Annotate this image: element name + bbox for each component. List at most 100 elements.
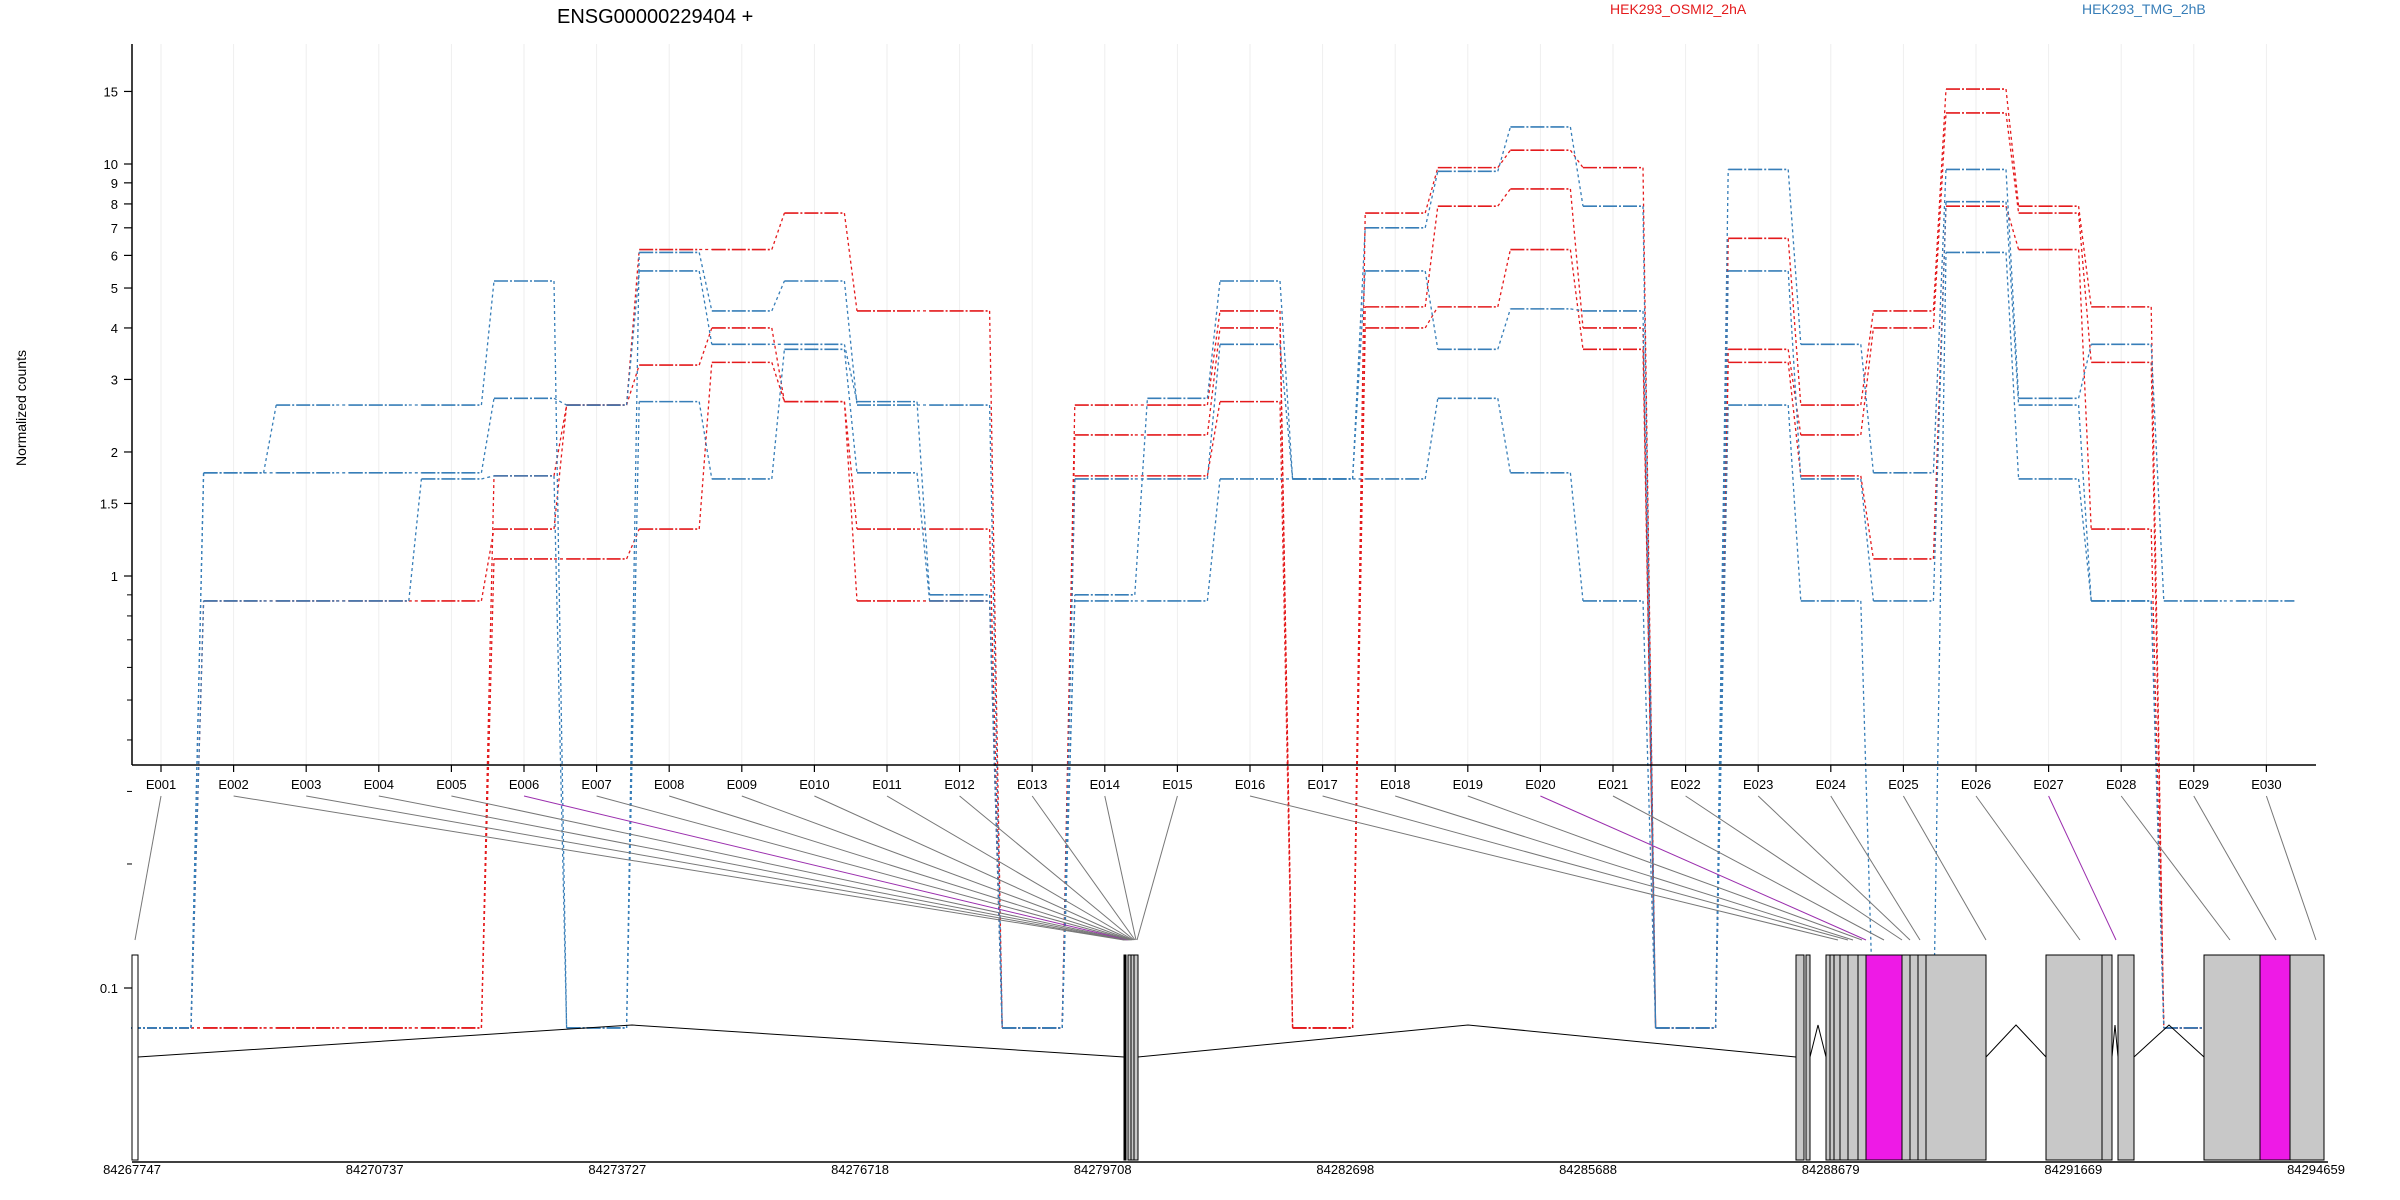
coordinate-label-4: 84279708 <box>1074 1162 1132 1177</box>
series-5-transition <box>1061 600 1076 1028</box>
coordinate-label-6: 84285688 <box>1559 1162 1617 1177</box>
series-5-transition <box>553 475 568 1028</box>
series-0-transition <box>625 249 640 406</box>
exon-box-e024 <box>1925 954 1987 1161</box>
connector-e017 <box>1322 795 1849 941</box>
exon-box-e014 <box>1825 954 1831 1161</box>
connector-e026 <box>1975 795 2081 941</box>
y-tick-label: 5 <box>111 281 118 296</box>
x-tick-label-e004: E004 <box>364 777 394 792</box>
y-tick-label: 7 <box>111 221 118 236</box>
series-4 <box>131 200 2297 1029</box>
series-3-transition <box>1787 169 1802 345</box>
x-tick-label-e013: E013 <box>1017 777 1047 792</box>
series-4-transition <box>480 398 495 473</box>
series-3-transition <box>1206 280 1221 399</box>
connector-e016 <box>1249 795 1839 941</box>
series-3-transition <box>771 280 785 312</box>
series-5 <box>131 251 2297 1029</box>
exon-box-e015 <box>1829 954 1835 1161</box>
y-tick-label: 8 <box>111 197 118 212</box>
series-4-transition <box>1860 478 1875 601</box>
series-5-transition <box>1787 404 1802 601</box>
connector-e009 <box>741 795 1132 941</box>
series-5-transition <box>408 478 423 601</box>
series-2-transition <box>1424 306 1439 329</box>
legend-entry-tmg: HEK293_TMG_2hB <box>2082 1 2206 17</box>
x-tick-label-e030: E030 <box>2251 777 2281 792</box>
series-1-transition <box>1569 188 1584 329</box>
gene-model <box>131 954 2325 1161</box>
series-5-transition <box>1206 478 1221 601</box>
series-4-transition <box>1351 270 1366 480</box>
x-tick-label-e014: E014 <box>1090 777 1120 792</box>
series-5-transition <box>625 401 640 1028</box>
series-3-transition <box>553 280 568 1028</box>
series-2-transition <box>480 558 495 1028</box>
connector-e019 <box>1467 795 1863 941</box>
series-4-transition <box>916 401 931 595</box>
exon-box-e023 <box>1917 954 1927 1161</box>
connector-e029 <box>2193 795 2277 941</box>
connector-e003 <box>306 795 1126 941</box>
series-5-transition <box>1497 398 1512 473</box>
x-tick-label-e007: E007 <box>581 777 611 792</box>
coordinate-label-1: 84270737 <box>346 1162 404 1177</box>
series-0-transition <box>2150 306 2165 1028</box>
series-0-transition <box>771 212 786 250</box>
exon-box-e020 <box>1865 954 1903 1161</box>
intron-4 <box>1985 1024 2047 1058</box>
coordinate-label-3: 84276718 <box>831 1162 889 1177</box>
series-0-transition <box>1932 89 1947 311</box>
series-3-transition <box>1497 126 1512 172</box>
connector-e018 <box>1395 795 1854 941</box>
series-5-transition <box>1424 398 1439 480</box>
x-tick-label-e025: E025 <box>1888 777 1918 792</box>
series-0 <box>131 88 2297 1029</box>
series-1 <box>131 112 2297 1029</box>
exon-box-e029 <box>2259 954 2291 1161</box>
series-4-transition <box>1497 308 1512 350</box>
series-2-transition <box>2077 249 2092 530</box>
series-3-transition <box>698 252 713 312</box>
exon-box-e013 <box>1805 954 1811 1161</box>
series-3-transition <box>1932 169 1947 473</box>
series-4-transition <box>1714 270 1729 1028</box>
series-2-transition <box>1787 362 1802 476</box>
y-tick-label: 0.1 <box>100 981 118 996</box>
y-tick-label: 3 <box>111 372 118 387</box>
connector-e012 <box>959 795 1135 941</box>
x-tick-label-e002: E002 <box>218 777 248 792</box>
series-4-transition <box>625 270 640 406</box>
series-2-transition <box>1497 249 1512 308</box>
intron-3 <box>1809 1024 1827 1058</box>
series-3-transition <box>2005 169 2020 399</box>
connector-e024 <box>1830 795 1921 941</box>
coordinate-label-5: 84282698 <box>1316 1162 1374 1177</box>
series-1-transition <box>1860 327 1875 435</box>
series-2-transition <box>1206 401 1221 476</box>
series-1-transition <box>480 528 495 602</box>
series-3-transition <box>1860 344 1875 473</box>
series-1-transition <box>625 364 640 406</box>
x-tick-label-e012: E012 <box>944 777 974 792</box>
series-4-transition <box>1061 478 1076 1028</box>
x-tick-label-e020: E020 <box>1525 777 1555 792</box>
series-3-transition <box>843 280 858 406</box>
series-1-transition <box>1424 206 1439 307</box>
coordinate-label-0: 84267747 <box>103 1162 161 1177</box>
connector-e013 <box>1031 795 1136 941</box>
series-1-transition <box>190 600 205 1028</box>
connector-e023 <box>1757 795 1911 941</box>
x-tick-label-e011: E011 <box>872 777 901 792</box>
x-tick-label-e021: E021 <box>1598 777 1628 792</box>
series-5-transition <box>2005 252 2020 479</box>
connector-e027 <box>2048 795 2117 941</box>
connector-e025 <box>1902 795 1987 941</box>
series-1-transition <box>1279 327 1294 1028</box>
series-lines <box>131 88 2297 1029</box>
exon-box-e021 <box>1901 954 1911 1161</box>
series-3-transition <box>480 280 495 406</box>
series-4-transition <box>843 344 858 402</box>
series-3-transition <box>988 405 1003 1028</box>
